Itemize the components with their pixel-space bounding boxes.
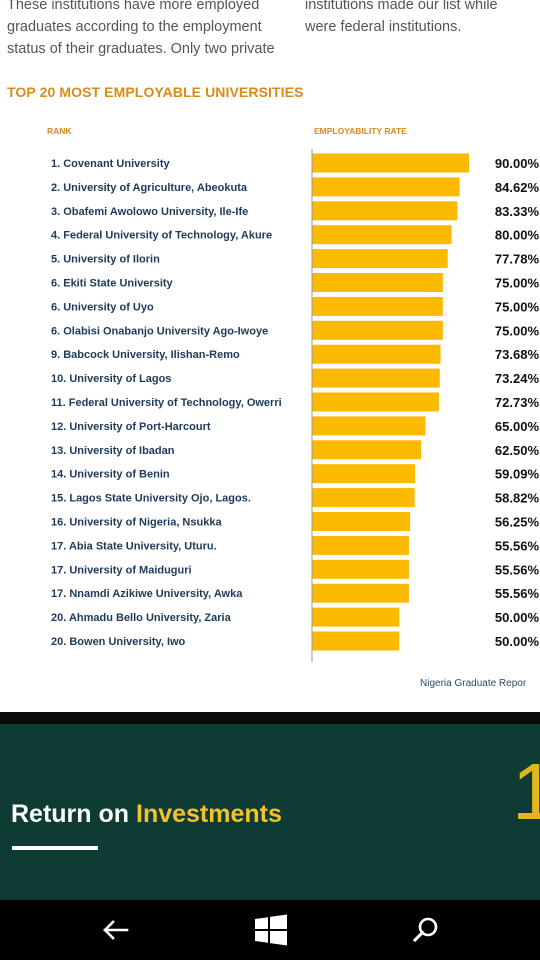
value-label: 72.73% <box>495 395 540 410</box>
value-label: 75.00% <box>495 299 540 314</box>
value-label: 58.82% <box>495 491 540 506</box>
value-label: 55.56% <box>495 586 540 601</box>
bar <box>312 320 443 340</box>
category-label: 17. Nnamdi Azikiwe University, Awka <box>51 588 243 600</box>
category-label: 6. Olabisi Onabanjo University Ago-Iwoye <box>51 325 268 337</box>
bar <box>312 392 439 412</box>
start-button[interactable] <box>236 900 306 960</box>
search-icon <box>412 917 438 943</box>
value-label: 73.24% <box>495 371 540 386</box>
bar <box>312 273 443 292</box>
value-label: 55.56% <box>495 538 540 553</box>
category-label: 13. University of Ibadan <box>51 445 175 457</box>
category-label: 20. Ahmadu Bello University, Zaria <box>51 612 232 624</box>
intro-right-line: institutions made our list while <box>305 0 498 13</box>
bar <box>312 607 400 627</box>
category-label: 5. University of Ilorin <box>51 254 160 266</box>
category-label: 17. Abia State University, Uturu. <box>51 540 217 552</box>
intro-left-line: status of their graduates. Only two priv… <box>7 41 275 57</box>
value-label: 80.00% <box>495 228 540 243</box>
bar <box>312 225 452 245</box>
category-label: 9. Babcock University, Ilishan-Remo <box>51 349 240 361</box>
value-label: 73.68% <box>495 347 540 362</box>
category-label: 4. Federal University of Technology, Aku… <box>51 230 272 242</box>
intro-right-column: institutions made our list while were fe… <box>305 0 498 38</box>
intro-left-line: graduates according to the employment <box>7 19 262 35</box>
value-label: 65.00% <box>495 419 540 434</box>
section-page-number: 1 <box>512 747 540 836</box>
category-label: 2. University of Agriculture, Abeokuta <box>51 182 248 194</box>
bar <box>312 249 448 269</box>
category-label: 11. Federal University of Technology, Ow… <box>51 397 282 409</box>
category-label: 15. Lagos State University Ojo, Lagos. <box>51 493 251 505</box>
page-divider <box>0 712 540 724</box>
value-label: 55.56% <box>495 562 540 577</box>
system-navigation-bar <box>0 900 540 960</box>
bar <box>312 344 441 364</box>
intro-left-line: These institutions have more employed <box>7 0 260 13</box>
category-label: 3. Obafemi Awolowo University, Ile-Ife <box>51 206 248 218</box>
bar <box>312 559 409 579</box>
bar <box>312 368 440 388</box>
value-label: 56.25% <box>495 515 540 530</box>
value-label: 50.00% <box>495 634 540 649</box>
category-label: 6. University of Uyo <box>51 301 154 313</box>
category-label: 20. Bowen University, Iwo <box>51 636 186 648</box>
back-arrow-icon <box>103 920 129 940</box>
value-label: 83.33% <box>495 204 540 219</box>
value-label: 59.09% <box>495 467 540 482</box>
category-label: 12. University of Port-Harcourt <box>51 421 211 433</box>
section-underline <box>12 846 98 850</box>
category-label: 16. University of Nigeria, Nsukka <box>51 517 222 529</box>
intro-left-column: These institutions have more employed gr… <box>7 0 275 60</box>
intro-right-line: were federal institutions. <box>305 19 462 35</box>
category-label: 1. Covenant University <box>51 158 170 170</box>
section-header: Return on Investments 1 <box>0 724 540 900</box>
bar <box>312 631 400 651</box>
value-label: 50.00% <box>495 610 540 625</box>
bar <box>312 512 411 531</box>
bar <box>312 296 443 316</box>
rank-column-header: RANK <box>47 126 72 136</box>
bar <box>312 535 409 555</box>
value-label: 84.62% <box>495 180 540 195</box>
bar <box>312 201 458 221</box>
category-label: 10. University of Lagos <box>51 373 171 385</box>
category-label: 6. Ekiti State University <box>51 278 174 290</box>
category-label: 14. University of Benin <box>51 469 170 481</box>
bar <box>312 464 416 484</box>
section-title: Return on Investments <box>11 800 282 829</box>
value-label: 77.78% <box>495 252 540 267</box>
value-label: 75.00% <box>495 276 540 291</box>
value-label: 90.00% <box>495 156 540 171</box>
search-button[interactable] <box>391 900 461 960</box>
source-caption: Nigeria Graduate Repor <box>420 678 527 689</box>
bar <box>312 488 415 508</box>
document-page: These institutions have more employed gr… <box>7 0 540 689</box>
bar <box>312 153 469 173</box>
chart-title: TOP 20 MOST EMPLOYABLE UNIVERSITIES <box>7 84 304 100</box>
value-label: 75.00% <box>495 323 540 338</box>
windows-logo-icon <box>255 914 287 946</box>
bar <box>312 416 426 436</box>
rate-column-header: EMPLOYABILITY RATE <box>314 126 407 136</box>
back-button[interactable] <box>80 900 150 960</box>
bar <box>312 440 422 460</box>
category-label: 17. University of Maiduguri <box>51 564 192 576</box>
value-label: 62.50% <box>495 443 540 458</box>
bar <box>312 177 460 197</box>
bar <box>312 583 409 603</box>
section-title-highlight: Investments <box>136 800 282 828</box>
section-title-white: Return on <box>11 800 136 828</box>
bar-chart: 1. Covenant University 90.00% 2. Universit… <box>51 149 540 662</box>
